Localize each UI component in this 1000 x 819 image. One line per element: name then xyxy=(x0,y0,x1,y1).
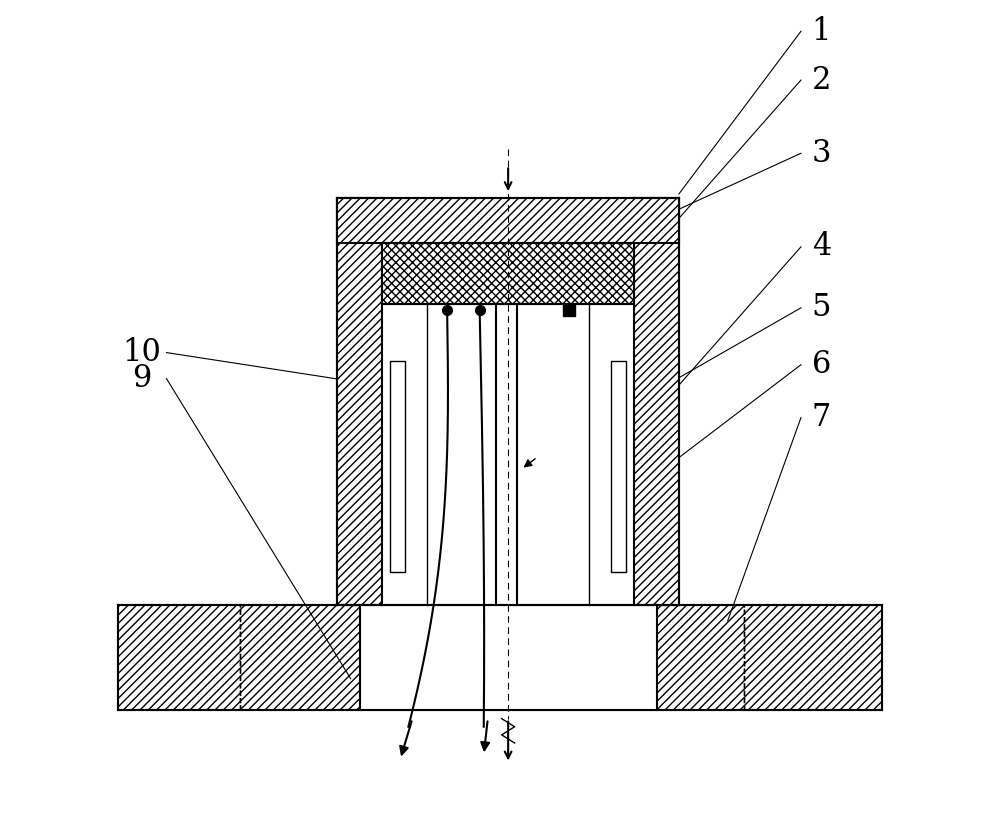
Bar xyxy=(337,198,382,604)
Text: 6: 6 xyxy=(812,349,831,380)
Text: 4: 4 xyxy=(812,231,831,262)
Bar xyxy=(611,360,626,572)
Text: 3: 3 xyxy=(812,138,831,169)
Text: 1: 1 xyxy=(812,16,831,47)
Bar xyxy=(337,198,679,242)
Text: 5: 5 xyxy=(812,292,831,324)
Bar xyxy=(390,360,405,572)
Bar xyxy=(118,604,882,710)
Bar xyxy=(589,304,634,604)
Bar xyxy=(382,304,427,604)
Text: 9: 9 xyxy=(132,363,152,394)
Text: 10: 10 xyxy=(123,337,162,368)
Bar xyxy=(360,604,657,710)
Text: 7: 7 xyxy=(812,402,831,433)
Bar xyxy=(634,198,679,604)
Text: 2: 2 xyxy=(812,65,831,96)
Bar xyxy=(382,304,634,604)
Bar xyxy=(382,242,634,304)
Bar xyxy=(563,305,575,316)
